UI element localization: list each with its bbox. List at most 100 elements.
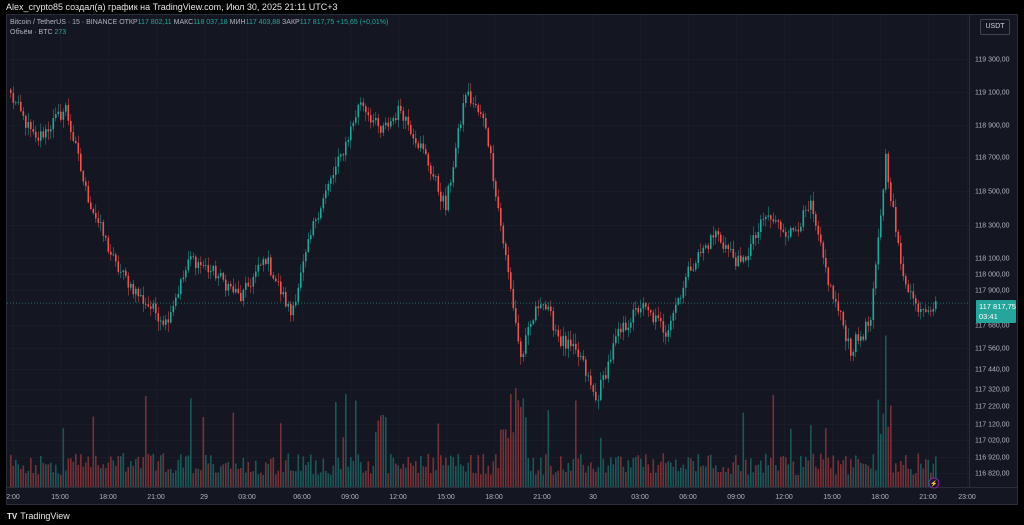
volume-bar [695,471,697,487]
price-chart[interactable]: 119 300,00 119 100,00 118 900,00 118 700,00… [7,15,1017,504]
volume-bar [897,471,900,487]
candle-body [392,118,395,122]
candle-body [545,304,547,310]
volume-bar [435,470,437,487]
time-tick-label: 21:00 [919,494,937,501]
candle-body [665,332,667,337]
candle-body [487,128,490,147]
volume-bar [345,394,347,487]
candle-body [475,104,477,106]
candle-body [622,322,625,333]
chart-panel[interactable]: 119 300,00 119 100,00 118 900,00 118 700,00… [6,14,1018,505]
volume-bar [287,453,290,487]
volume-bar [375,432,377,487]
volume-bar [135,459,137,487]
candle-body [697,252,700,264]
candle-body [207,265,210,273]
volume-bar [705,466,707,487]
candle-body [332,175,335,179]
volume-bar [295,471,297,487]
candle-body [60,111,62,120]
volume-bar [782,456,785,487]
price-tick-label: 117 120,00 [975,422,1010,429]
candle-body [620,328,622,333]
volume-bar [882,413,885,487]
candle-body [755,235,757,238]
volume-bar [600,437,602,487]
candle-body [140,295,142,297]
candle-body [235,288,237,293]
volume-bar [767,465,770,487]
candle-body [555,329,557,331]
candle-body [542,304,545,306]
candle-body [792,228,795,231]
candle-body [62,111,65,120]
volume-bar [87,456,90,487]
candle-body [750,243,752,256]
candle-body [482,113,485,119]
volume-bar [177,459,180,487]
volume-bar [305,465,307,487]
volume-bar [485,473,487,487]
candle-body [315,219,317,222]
volume-bar [630,467,632,487]
time-tick-label: 18:00 [485,494,503,501]
volume-bar [182,467,185,487]
candle-body [242,289,245,302]
candle-body [775,220,777,222]
candle-body [215,265,217,279]
volume-bar [320,472,322,487]
candle-body [320,208,322,219]
volume-bar [347,466,350,487]
volume-bar [855,455,857,487]
volume-bar [512,432,515,487]
volume-bar [745,459,747,487]
candle-body [862,336,865,340]
volume-bar [917,453,920,487]
candle-body [647,306,650,311]
candle-body [195,256,197,269]
volume-bar [537,470,540,487]
candle-body [800,226,802,232]
candle-body [210,270,212,273]
candle-body [780,221,782,230]
volume-bar [385,417,387,487]
volume-bar [70,458,72,487]
candle-body [625,322,627,331]
volume-bar [442,465,445,487]
candle-body [327,183,330,191]
volume-bar [437,423,440,487]
candle-body [227,283,230,291]
candle-body [370,115,372,123]
tradingview-mark-icon: TV [7,512,18,521]
tradingview-logo[interactable]: TV TradingView [7,511,70,521]
candle-body [437,175,440,192]
volume-bar [260,472,262,487]
close-value: 117 817,75 [299,19,335,26]
candle-body [495,181,497,197]
volume-bar [805,456,807,487]
symbol-row: Bitcoin / TetherUS · 15 · BINANCE ОТКР11… [10,18,388,28]
candle-body [855,334,857,352]
volume-bar [410,463,412,487]
candle-body [410,124,412,135]
volume-bar [472,472,475,487]
volume-bar [372,466,375,487]
candle-body [740,255,742,262]
candle-body [175,297,177,306]
candle-body [255,271,257,278]
candle-body [147,304,150,307]
candle-body [390,121,392,127]
volume-bar [60,474,62,487]
volume-bar [185,456,187,487]
volume-bar [870,468,872,487]
volume-bar [895,463,897,487]
candle-body [177,294,180,298]
volume-bar [785,457,787,487]
volume-bar [827,457,830,487]
volume-bar [477,455,480,487]
candle-body [95,212,97,219]
candle-body [342,154,345,156]
volume-bar [205,454,207,487]
currency-button[interactable]: USDT [980,19,1010,35]
